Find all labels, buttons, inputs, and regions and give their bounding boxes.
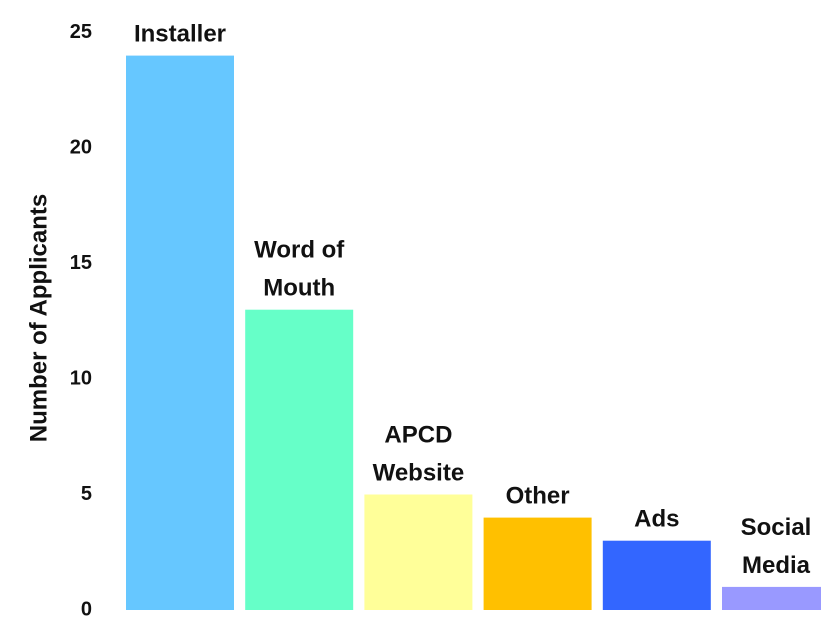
- category-label: Social: [741, 514, 812, 541]
- category-labels: Installer Word of Mouth APCD Website Other Ads…: [134, 21, 811, 579]
- y-tick-label: 0: [81, 598, 92, 619]
- category-label: Ads: [634, 506, 679, 533]
- bar: [602, 540, 711, 610]
- category-label: APCD: [384, 422, 452, 449]
- category-label: Installer: [134, 21, 226, 48]
- y-tick-label: 25: [70, 21, 92, 43]
- category-label: Mouth: [263, 275, 335, 302]
- bar: [722, 586, 821, 610]
- y-axis-label: Number of Applicants: [25, 194, 52, 442]
- bars: [126, 55, 821, 611]
- bar: [245, 309, 354, 610]
- bar: [126, 55, 234, 611]
- y-tick-label: 20: [70, 136, 92, 158]
- category-label: Website: [373, 460, 465, 487]
- y-tick-label: 5: [81, 483, 92, 505]
- bar: [364, 494, 473, 610]
- category-label: Other: [506, 483, 570, 510]
- y-axis-ticks: 0 5 10 15 20 25: [70, 21, 92, 619]
- category-label: Word of: [254, 237, 345, 264]
- y-tick-label: 10: [70, 367, 92, 389]
- category-label: Media: [742, 552, 811, 579]
- bar: [483, 517, 592, 610]
- y-tick-label: 15: [70, 252, 92, 274]
